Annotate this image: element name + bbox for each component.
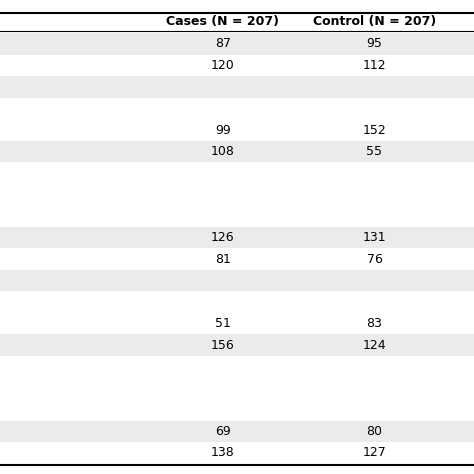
Text: Cases (N = 207): Cases (N = 207) bbox=[166, 15, 279, 28]
Text: 126: 126 bbox=[211, 231, 235, 244]
Text: 112: 112 bbox=[363, 59, 386, 72]
Text: 69: 69 bbox=[215, 425, 231, 438]
FancyBboxPatch shape bbox=[0, 377, 474, 399]
Text: 83: 83 bbox=[366, 317, 383, 330]
FancyBboxPatch shape bbox=[0, 335, 474, 356]
FancyBboxPatch shape bbox=[0, 55, 474, 76]
FancyBboxPatch shape bbox=[0, 270, 474, 292]
Text: 120: 120 bbox=[211, 59, 235, 72]
FancyBboxPatch shape bbox=[0, 184, 474, 205]
FancyBboxPatch shape bbox=[0, 356, 474, 377]
Text: 95: 95 bbox=[366, 37, 383, 50]
Text: 87: 87 bbox=[215, 37, 231, 50]
FancyBboxPatch shape bbox=[0, 141, 474, 162]
FancyBboxPatch shape bbox=[0, 292, 474, 313]
FancyBboxPatch shape bbox=[0, 248, 474, 270]
FancyBboxPatch shape bbox=[0, 399, 474, 420]
Text: 152: 152 bbox=[363, 124, 386, 137]
FancyBboxPatch shape bbox=[0, 227, 474, 248]
Text: Control (N = 207): Control (N = 207) bbox=[313, 15, 436, 28]
Text: 124: 124 bbox=[363, 339, 386, 352]
FancyBboxPatch shape bbox=[0, 33, 474, 55]
FancyBboxPatch shape bbox=[0, 205, 474, 227]
FancyBboxPatch shape bbox=[0, 420, 474, 442]
Text: 131: 131 bbox=[363, 231, 386, 244]
Text: 127: 127 bbox=[363, 447, 386, 459]
FancyBboxPatch shape bbox=[0, 442, 474, 464]
Text: 80: 80 bbox=[366, 425, 383, 438]
Text: 108: 108 bbox=[211, 145, 235, 158]
Text: 76: 76 bbox=[366, 253, 383, 265]
Text: 51: 51 bbox=[215, 317, 231, 330]
FancyBboxPatch shape bbox=[0, 98, 474, 119]
Text: 81: 81 bbox=[215, 253, 231, 265]
FancyBboxPatch shape bbox=[0, 76, 474, 98]
Text: 138: 138 bbox=[211, 447, 235, 459]
Text: 156: 156 bbox=[211, 339, 235, 352]
FancyBboxPatch shape bbox=[0, 313, 474, 335]
FancyBboxPatch shape bbox=[0, 162, 474, 184]
Text: 55: 55 bbox=[366, 145, 383, 158]
Text: 99: 99 bbox=[215, 124, 231, 137]
FancyBboxPatch shape bbox=[0, 119, 474, 141]
